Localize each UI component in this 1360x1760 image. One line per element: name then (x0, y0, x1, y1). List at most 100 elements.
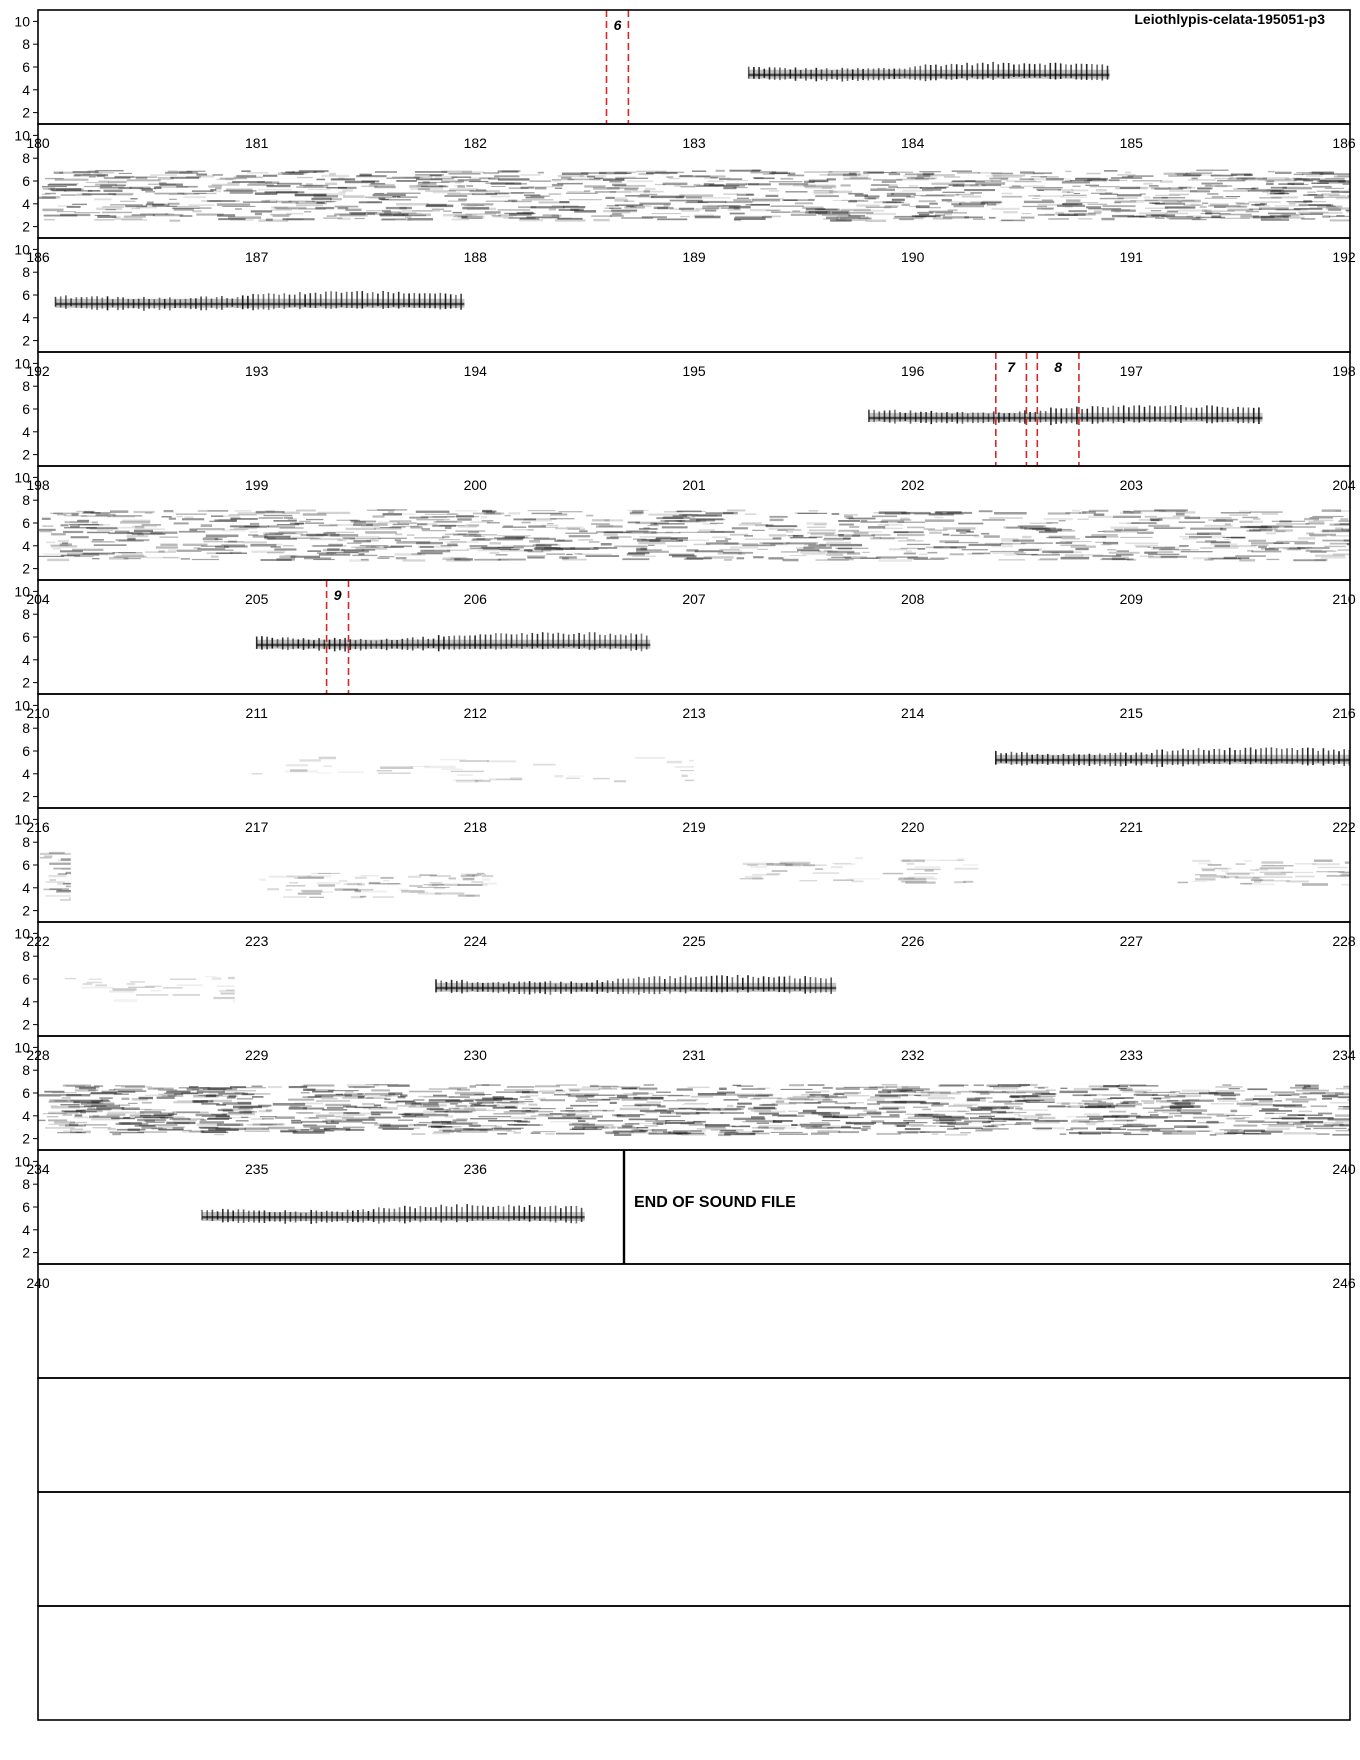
x-tick-labels: 210 211 212 213 214 215 216 (26, 705, 1356, 721)
y-tick-label: 2 (22, 561, 30, 577)
spectrogram-row (37, 1605, 1351, 1721)
x-tick-label: 217 (245, 819, 269, 835)
x-tick-labels: 192 193 194 195 196 197 198 (26, 363, 1356, 379)
y-tick-label: 6 (22, 59, 30, 75)
x-tick-label: 226 (901, 933, 925, 949)
x-tick-label: 219 (682, 819, 706, 835)
row-frame (37, 1605, 1351, 1721)
y-tick-label: 4 (22, 424, 30, 440)
y-tick-label: 4 (22, 994, 30, 1010)
x-tick-label: 194 (464, 363, 488, 379)
x-tick-label: 227 (1120, 933, 1144, 949)
x-tick-label: 188 (464, 249, 488, 265)
noise-band (38, 169, 1350, 222)
row-frame (37, 1263, 1351, 1379)
y-tick-label: 8 (22, 606, 30, 622)
y-tick-label: 10 (14, 1039, 30, 1055)
x-tick-label: 220 (901, 819, 925, 835)
noise-band (251, 756, 694, 783)
marker-label: 6 (614, 17, 622, 33)
x-tick-label: 216 (1332, 705, 1356, 721)
x-tick-label: 189 (682, 249, 706, 265)
end-of-file-label: END OF SOUND FILE (634, 1194, 796, 1211)
y-tick-label: 10 (14, 583, 30, 599)
x-tick-label: 214 (901, 705, 925, 721)
x-tick-labels: 228 229 230 231 232 233 234 (26, 1047, 1356, 1063)
y-tick-label: 4 (22, 652, 30, 668)
x-tick-label: 210 (1332, 591, 1356, 607)
spectrogram-row (37, 1377, 1351, 1493)
y-tick-label: 8 (22, 1062, 30, 1078)
x-tick-label: 211 (246, 705, 269, 721)
y-tick-label: 10 (14, 13, 30, 29)
x-tick-label: 185 (1120, 135, 1144, 151)
y-tick-label: 8 (22, 264, 30, 280)
x-tick-label: 196 (901, 363, 925, 379)
x-tick-label: 204 (1332, 477, 1356, 493)
y-tick-label: 8 (22, 834, 30, 850)
y-tick-label: 4 (22, 538, 30, 554)
y-tick-label: 10 (14, 697, 30, 713)
y-tick-label: 6 (22, 173, 30, 189)
x-tick-label: 224 (464, 933, 488, 949)
row-frame (37, 1377, 1351, 1493)
noise-band (38, 1083, 1350, 1137)
y-tick-label: 8 (22, 948, 30, 964)
x-tick-label: 201 (682, 477, 706, 493)
noise-band (259, 872, 498, 899)
marker-label: 8 (1054, 359, 1062, 375)
x-tick-label: 218 (464, 819, 488, 835)
x-tick-label: 208 (901, 591, 925, 607)
y-tick-label: 4 (22, 1108, 30, 1124)
x-tick-label: 232 (901, 1047, 925, 1063)
y-tick-label: 2 (22, 1131, 30, 1147)
y-tick-label: 6 (22, 971, 30, 987)
noise-band (739, 857, 979, 884)
x-tick-labels: 234 235 236 240 (26, 1161, 1356, 1177)
song-trace (435, 975, 837, 995)
y-axis: 10 8 6 4 2 (14, 583, 38, 691)
x-tick-label: 187 (245, 249, 269, 265)
selection-marker: 8 (1036, 352, 1080, 466)
y-tick-label: 8 (22, 378, 30, 394)
y-axis: 10 8 6 4 2 (14, 127, 38, 235)
x-tick-label: 215 (1120, 705, 1144, 721)
x-tick-label: 234 (1332, 1047, 1356, 1063)
y-tick-label: 10 (14, 241, 30, 257)
y-tick-label: 10 (14, 1153, 30, 1169)
x-tick-label: 207 (682, 591, 706, 607)
x-tick-label: 182 (464, 135, 488, 151)
y-axis: 10 8 6 4 2 (14, 1039, 38, 1147)
song-trace (255, 632, 651, 652)
spectrogram-row: 240 246 (26, 1263, 1356, 1379)
y-tick-label: 4 (22, 766, 30, 782)
y-axis: 10 8 6 4 2 (14, 13, 38, 121)
x-tick-label: 230 (464, 1047, 488, 1063)
x-tick-label: 246 (1332, 1275, 1356, 1291)
y-tick-label: 2 (22, 105, 30, 121)
y-tick-label: 6 (22, 1085, 30, 1101)
y-tick-label: 8 (22, 720, 30, 736)
noise-band (39, 851, 71, 901)
x-tick-label: 202 (901, 477, 925, 493)
spectrogram-row (37, 1491, 1351, 1607)
song-trace (994, 747, 1351, 768)
selection-marker: 9 (325, 580, 350, 694)
x-tick-label: 190 (901, 249, 925, 265)
noise-band (38, 509, 1350, 562)
x-tick-label: 186 (1332, 135, 1356, 151)
y-axis: 10 8 6 4 2 (14, 1153, 38, 1261)
y-tick-label: 2 (22, 789, 30, 805)
x-tick-label: 199 (245, 477, 269, 493)
y-tick-label: 2 (22, 675, 30, 691)
x-tick-labels: 216 217 218 219 220 221 222 (26, 819, 1356, 835)
x-tick-label: 229 (245, 1047, 269, 1063)
y-tick-label: 10 (14, 925, 30, 941)
